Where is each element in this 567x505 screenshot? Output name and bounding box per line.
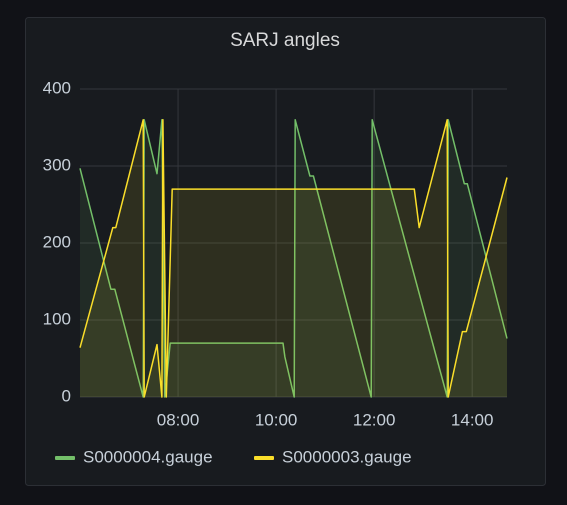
area-fill bbox=[80, 119, 507, 398]
x-tick-label: 10:00 bbox=[255, 410, 298, 429]
y-tick-label: 200 bbox=[43, 232, 71, 251]
x-tick-label: 14:00 bbox=[451, 410, 494, 429]
legend-swatch bbox=[55, 456, 75, 460]
y-tick-label: 300 bbox=[43, 155, 71, 174]
chart-title: SARJ angles bbox=[230, 30, 340, 51]
legend: S0000004.gauge S0000003.gauge bbox=[55, 447, 412, 466]
y-tick-label: 0 bbox=[62, 386, 71, 405]
legend-label: S0000003.gauge bbox=[282, 447, 412, 466]
y-tick-label: 100 bbox=[43, 309, 71, 328]
panel bbox=[25, 17, 546, 486]
series-line bbox=[79, 119, 508, 398]
x-tick-label: 12:00 bbox=[353, 410, 396, 429]
x-tick-label: 08:00 bbox=[157, 410, 200, 429]
plot bbox=[79, 119, 508, 398]
legend-swatch bbox=[254, 456, 274, 460]
legend-label: S0000004.gauge bbox=[83, 447, 213, 466]
y-tick-label: 400 bbox=[43, 78, 71, 97]
grid: 0 100 200 300 400 08:00 10:00 12:00 14:00 bbox=[43, 78, 507, 429]
